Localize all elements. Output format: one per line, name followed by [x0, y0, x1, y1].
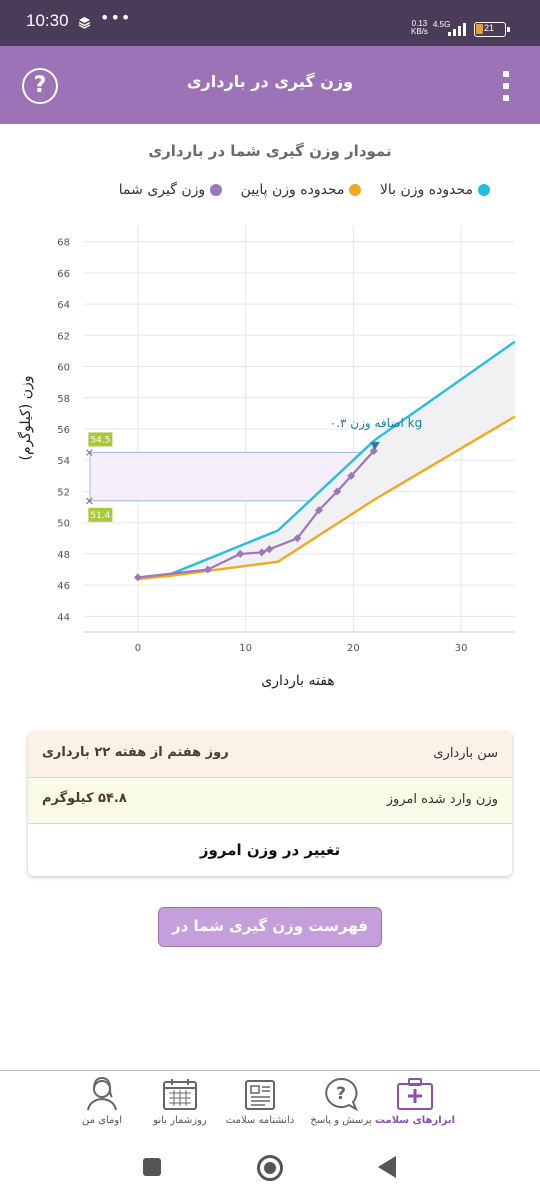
home-icon[interactable] [256, 1154, 284, 1182]
y-tick-label: 66 [57, 269, 70, 280]
pregnancy-age-value: روز هفتم از هفته ۲۲ بارداری [42, 745, 229, 760]
today-weight-label: وزن وارد شده امروز [386, 792, 498, 807]
nav-label: ابزارهای سلامت [374, 1115, 456, 1126]
pregnancy-age-label: سن بارداری [433, 746, 498, 761]
calendar-icon [163, 1079, 197, 1110]
medical-kit-icon [397, 1078, 433, 1110]
y-tick-label: 58 [57, 394, 70, 405]
bottom-navigation: ابزارهای سلامت ? پرسش و پاسخ دانشنامه سل… [0, 1070, 540, 1140]
series-lines [137, 340, 516, 581]
network-speed: 0.13 KB/s [411, 20, 428, 36]
y-tick-label: 46 [57, 581, 70, 592]
weight-point [333, 487, 342, 496]
more-vertical-icon[interactable] [502, 71, 510, 103]
network-speed-value: 0.13 [411, 19, 428, 28]
y-tick-label: 62 [57, 331, 70, 342]
weight-point [265, 545, 274, 554]
chart-annotation: اضافه وزن ۰.۳ kg [330, 416, 423, 431]
nav-label: پرسش و پاسخ [310, 1115, 372, 1126]
legend-yours-label: وزن گیری شما [118, 182, 206, 198]
legend-lower: محدوده وزن پایین [241, 182, 362, 198]
today-weight-value: ۵۴.۸ کیلوگرم [42, 791, 127, 806]
legend-yours: وزن گیری شما [118, 182, 223, 198]
nav-health-encyclopedia[interactable]: دانشنامه سلامت [215, 1077, 305, 1126]
y-tick-label: 56 [57, 425, 70, 436]
weight-list-button[interactable]: فهرست وزن گیری شما در بارداری [158, 907, 382, 972]
page-title: وزن گیری در بارداری [186, 72, 354, 91]
status-bar: 10:30 ••• 0.13 KB/s 4.5G 21 [0, 0, 540, 46]
range-band-cross: ✕ [85, 446, 94, 459]
legend-upper-label: محدوده وزن بالا [379, 182, 473, 198]
series-points [133, 441, 380, 582]
help-icon[interactable]: ? [22, 68, 58, 104]
svg-text:?: ? [336, 1084, 346, 1104]
more-notifications-icon: ••• [100, 8, 132, 27]
battery-icon: 21 [474, 22, 510, 37]
x-tick-label: 30 [455, 643, 468, 654]
y-tick-label: 44 [57, 612, 70, 623]
x-tick-label: 0 [135, 643, 141, 654]
info-card: سن بارداری روز هفتم از هفته ۲۲ بارداری و… [28, 732, 512, 876]
chart-legend: محدوده وزن بالا محدوده وزن پایین وزن گیر… [70, 182, 490, 202]
weight-point [203, 565, 212, 574]
x-axis-label: هفته بارداری [261, 673, 334, 689]
x-tick-label: 10 [239, 643, 252, 654]
y-tick-label: 54 [57, 456, 70, 467]
change-weight-button[interactable]: تغییر در وزن امروز [199, 841, 341, 859]
y-axis-label: وزن (کیلوگرم) [17, 376, 34, 461]
newspaper-icon [245, 1080, 275, 1110]
recent-apps-icon[interactable] [142, 1157, 162, 1177]
woman-avatar-icon [87, 1077, 117, 1111]
chart-title: نمودار وزن گیری شما در بارداری [148, 142, 392, 160]
y-tick-label: 64 [57, 300, 70, 311]
y-tick-label: 68 [57, 238, 70, 249]
lower-bound-line [137, 415, 516, 581]
nav-my-ouma[interactable]: اومای من [57, 1077, 147, 1126]
y-tick-label: 48 [57, 550, 70, 561]
today-weight-row: وزن وارد شده امروز ۵۴.۸ کیلوگرم [28, 778, 512, 824]
nav-health-tools[interactable]: ابزارهای سلامت [370, 1077, 460, 1126]
weight-point [369, 446, 378, 455]
y-tick-label: 52 [57, 487, 70, 498]
battery-level: 21 [484, 23, 495, 33]
question-bubble-icon: ? [325, 1077, 358, 1111]
x-tick-label: 20 [347, 643, 360, 654]
nav-label: دانشنامه سلامت [225, 1115, 295, 1126]
y-tick-label: 50 [57, 519, 70, 530]
nav-label: روزشمار بانو [153, 1115, 207, 1126]
nav-qa[interactable]: ? پرسش و پاسخ [296, 1077, 386, 1126]
range-band-tag [88, 507, 113, 522]
range-band-label: 54.5 [90, 435, 110, 445]
y-tick-label: 60 [57, 363, 70, 374]
tick-labels: 44 46 48 50 52 54 56 58 60 62 64 66 68 0 10 20 30 [57, 238, 467, 654]
signal-icon [448, 23, 466, 36]
range-band-cross: ✕ [85, 495, 94, 508]
nav-label: اومای من [82, 1115, 122, 1126]
weight-point [347, 471, 356, 480]
weight-point [257, 548, 266, 557]
weight-point [293, 534, 302, 543]
app-bar: ? وزن گیری در بارداری [0, 46, 540, 124]
back-icon[interactable] [376, 1155, 398, 1179]
status-time: 10:30 [26, 11, 69, 30]
weight-point [236, 549, 245, 558]
legend-lower-label: محدوده وزن پایین [240, 182, 345, 198]
network-type: 4.5G [433, 20, 451, 29]
network-speed-unit: KB/s [411, 27, 428, 36]
nav-lady-calendar[interactable]: روزشمار بانو [135, 1077, 225, 1126]
range-band-tag [88, 432, 113, 447]
your-weight-line [137, 450, 375, 579]
system-navigation [0, 1140, 540, 1200]
current-week-marker [369, 441, 380, 450]
weight-point [133, 573, 142, 582]
layers-icon [78, 17, 91, 29]
pregnancy-age-row: سن بارداری روز هفتم از هفته ۲۲ بارداری [28, 732, 512, 778]
weight-point [314, 506, 323, 515]
legend-upper: محدوده وزن بالا [380, 182, 490, 198]
range-band-label: 51.4 [90, 511, 110, 521]
